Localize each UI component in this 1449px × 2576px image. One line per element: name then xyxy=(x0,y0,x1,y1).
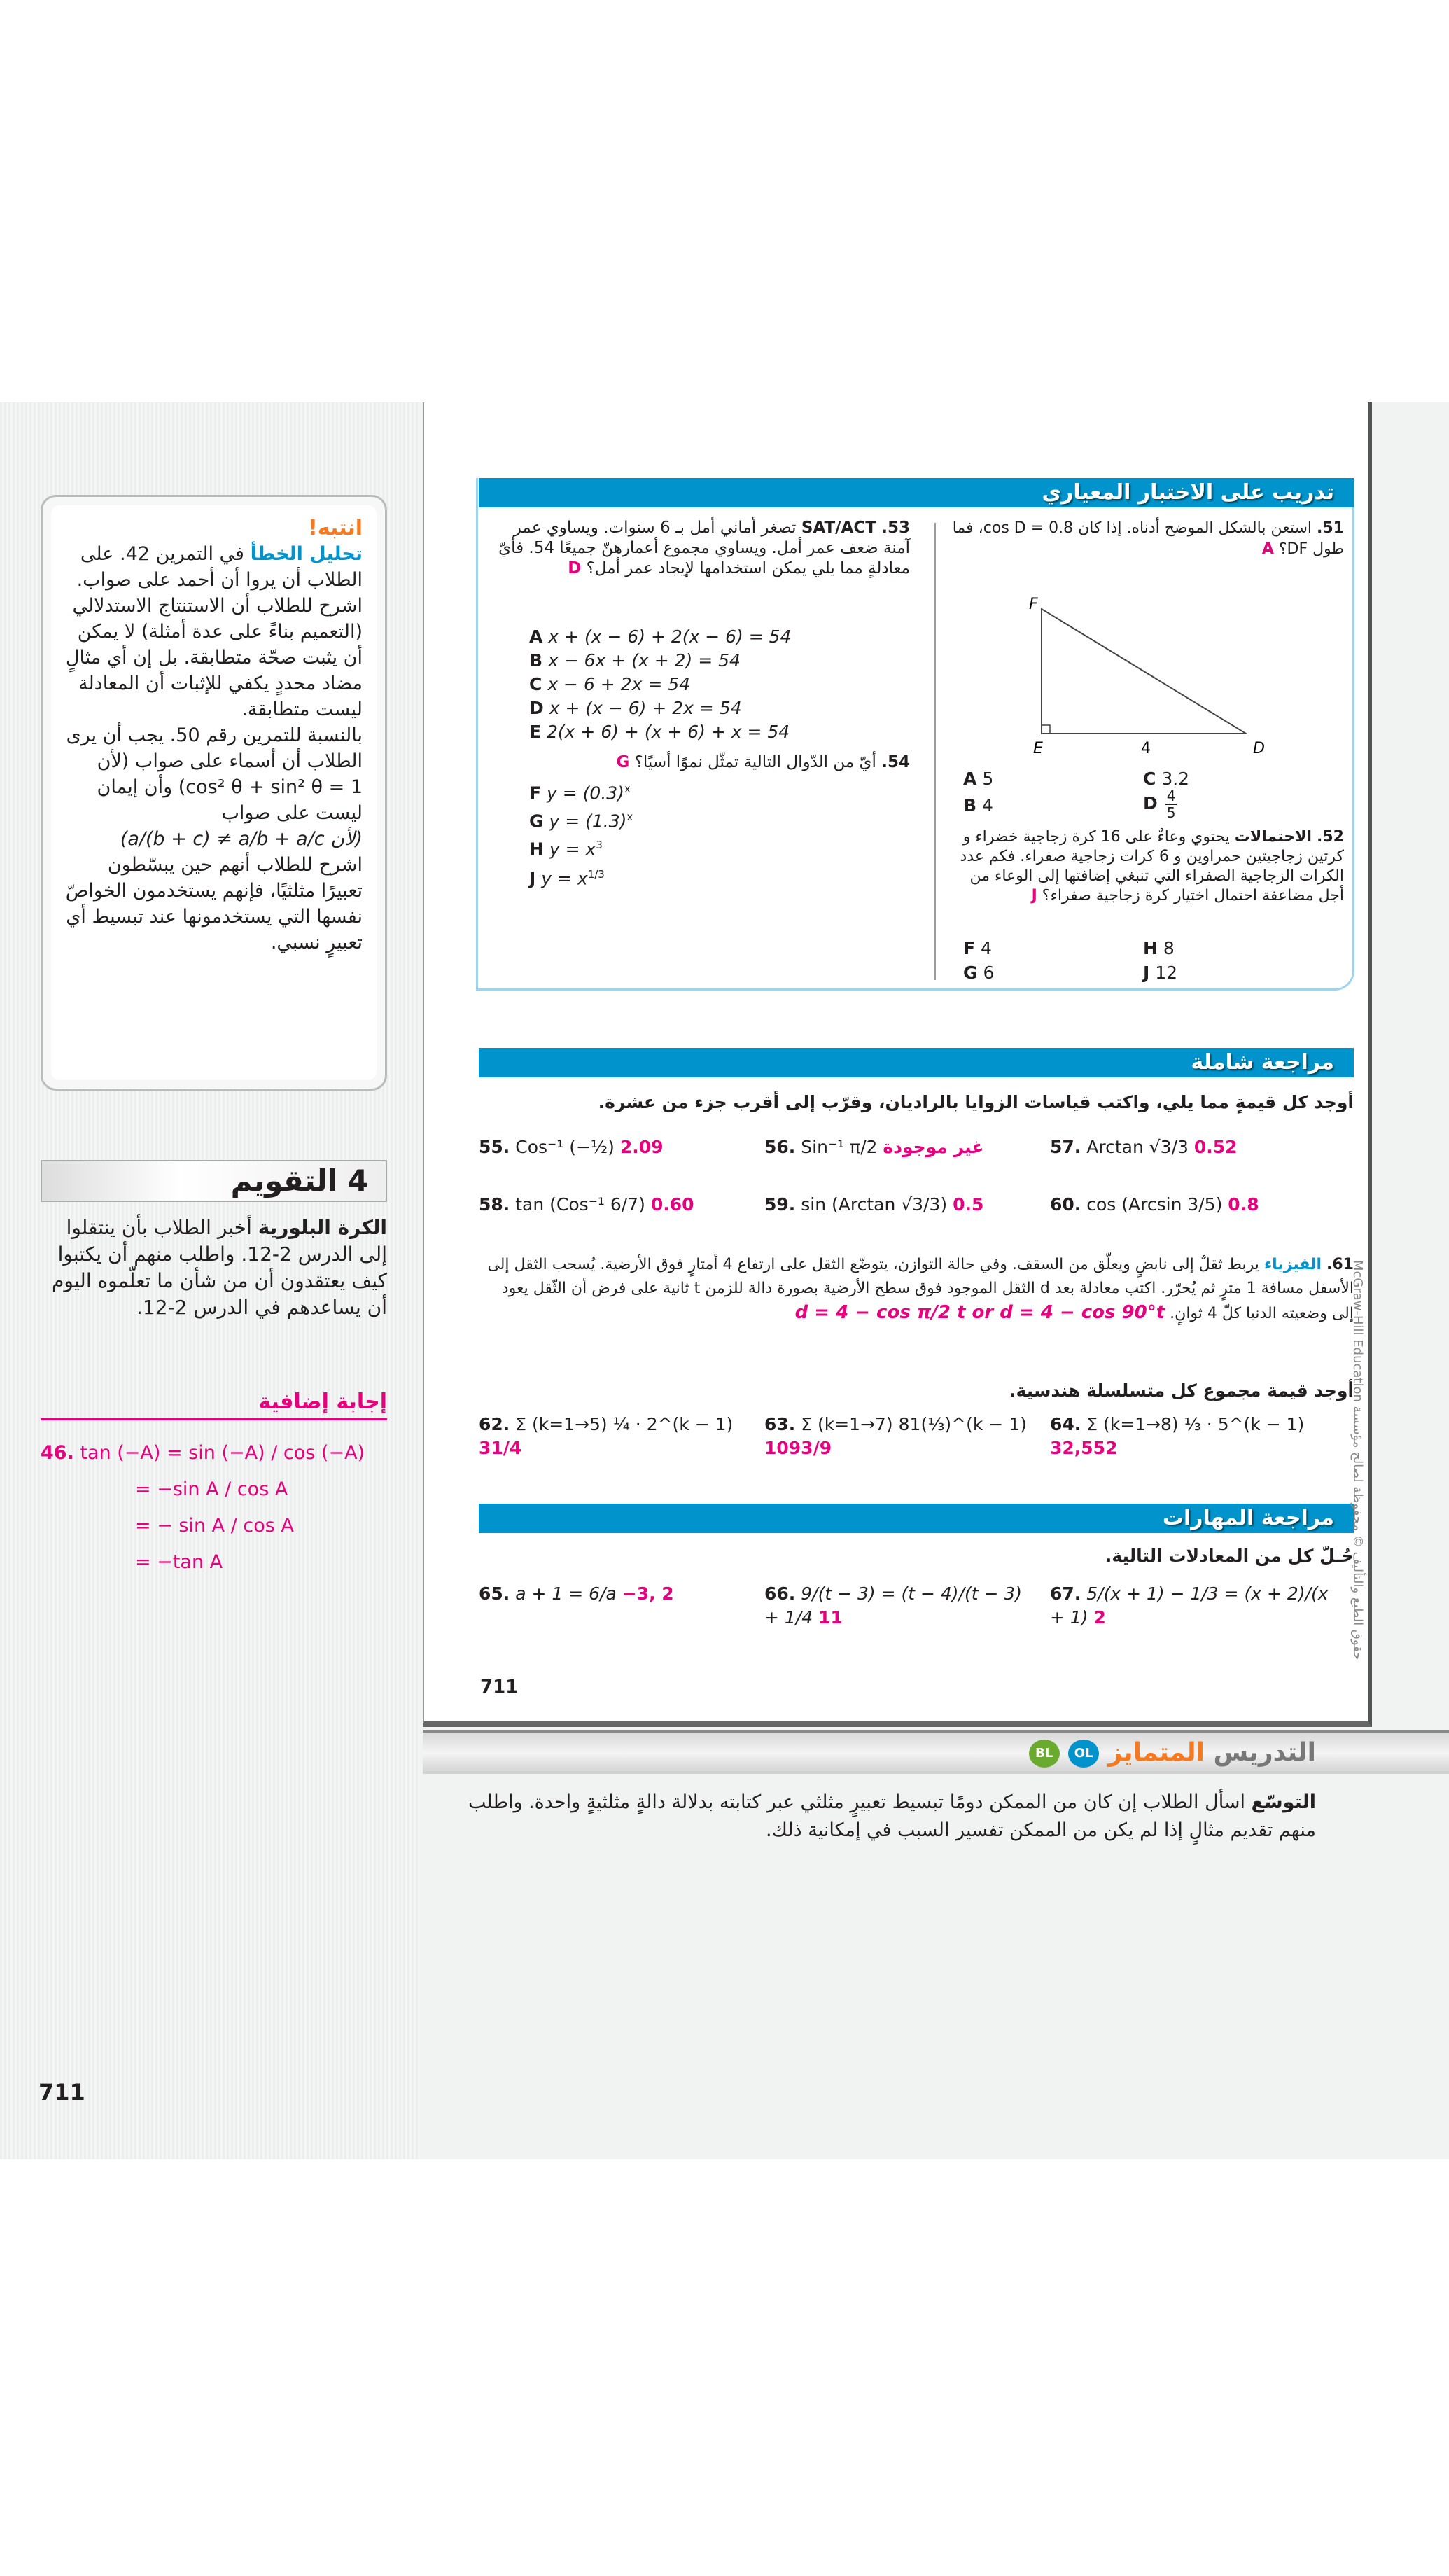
test-practice-box xyxy=(476,478,1354,990)
q54-option-h: H y = x3 xyxy=(529,839,603,860)
label-side: 4 xyxy=(1141,740,1151,757)
ol-badge: OL xyxy=(1068,1740,1100,1768)
assess-header: 4 التقويم xyxy=(41,1160,387,1202)
exercise-62: 62. Σ (k=1→5) ¼ · 2^(k − 1) 31/4 xyxy=(479,1414,734,1458)
exercise-55: 55. Cos⁻¹ (−½) 2.09 xyxy=(479,1137,664,1157)
q52-option-j: J 12 xyxy=(1143,962,1178,983)
exercise-60: 60. cos (Arcsin 3/5) 0.8 xyxy=(1050,1194,1259,1214)
q54-option-f: F y = (0.3)x xyxy=(529,783,631,804)
skills-instruction: حُـلّ كل من المعادلات التالية. xyxy=(1105,1546,1354,1566)
q51-option-a: A 5 xyxy=(963,769,994,789)
exercise-65: 65. a + 1 = 6/a −3, 2 xyxy=(479,1583,674,1604)
copyright-vertical: McGraw-Hill Education حقوق الطبع والتألي… xyxy=(1350,1260,1365,1660)
q52-option-g: G 6 xyxy=(963,962,995,983)
exercise-59: 59. sin (Arctan √3/3) 0.5 xyxy=(764,1194,984,1214)
label-E: E xyxy=(1033,740,1043,757)
q54: 54. أيّ من الدّوال التالية تمثّل نموًا أ… xyxy=(616,753,910,771)
formula: (لأن a/(b + c) ≠ a/b + a/c) xyxy=(120,828,363,850)
exercise-56: 56. Sin⁻¹ π/2 غير موجودة xyxy=(764,1137,984,1157)
q53: 53. SAT/ACT تصغر أماني أمل بـ 6 سنوات. و… xyxy=(498,519,910,578)
error-analysis-heading: تحليل الخطأ xyxy=(250,543,363,565)
q53-option-b: B x − 6x + (x + 2) = 54 xyxy=(529,650,741,671)
q54-option-g: G y = (1.3)x xyxy=(529,811,634,832)
exercise-61: 61. الفيزياء يربط ثقلٌ إلى نابضٍ ويعلّق … xyxy=(487,1256,1354,1323)
comprehensive-review-header: مراجعة شاملة xyxy=(479,1048,1354,1077)
q52-option-f: F 4 xyxy=(963,938,992,958)
answer: J xyxy=(1031,887,1037,904)
comprehensive-instruction: أوجد كل قيمةٍ مما يلي، واكتب قياسات الزو… xyxy=(598,1092,1354,1112)
answer: G xyxy=(616,753,630,771)
skills-review-header: مراجعة المهارات xyxy=(479,1504,1354,1533)
q53-option-c: C x − 6 + 2x = 54 xyxy=(529,674,691,694)
differentiated-title: التدريس المتمايز OL BL xyxy=(910,1736,1316,1770)
q52-option-h: H 8 xyxy=(1143,938,1175,958)
exercise-57: 57. Arctan √3/3 0.52 xyxy=(1050,1137,1238,1157)
answer-46: 46. tan (−A) = sin (−A) / cos (−A) = −si… xyxy=(41,1442,365,1573)
differentiated-strip xyxy=(423,1730,1449,1774)
q53-option-d: D x + (x − 6) + 2x = 54 xyxy=(529,698,742,718)
q54-option-j: J y = x1/3 xyxy=(529,868,605,889)
exercise-66: 66. 9/(t − 3) = (t − 4)/(t − 3) + 1/4 11 xyxy=(764,1583,1023,1628)
q53-option-e: E 2(x + 6) + (x + 6) + x = 54 xyxy=(529,722,790,742)
exercise-67: 67. 5/(x + 1) − 1/3 = (x + 2)/(x + 1) 2 xyxy=(1050,1583,1329,1628)
student-page-number: 711 xyxy=(480,1676,519,1698)
right-triangle-figure: F E 4 D xyxy=(1029,596,1265,757)
exercise-63: 63. Σ (k=1→7) 81(⅓)^(k − 1) 1093/9 xyxy=(764,1414,1027,1458)
column-divider xyxy=(934,523,936,980)
q51: 51. استعن بالشكل الموضح أدناه. إذا كان c… xyxy=(952,519,1344,558)
label-D: D xyxy=(1253,740,1265,757)
watch-out-callout: انتبه! تحليل الخطأ في التمرين 42. على ال… xyxy=(41,495,387,1091)
crystal-ball-text: الكرة البلورية أخبر الطلاب بأن ينتقلوا إ… xyxy=(52,1216,387,1319)
geometric-series-instruction: أوجد قيمة مجموع كل متسلسلة هندسية. xyxy=(1009,1380,1354,1401)
differentiated-text: التوسّع اسأل الطلاب إن كان من الممكن دوم… xyxy=(468,1791,1316,1841)
exercise-64: 64. Σ (k=1→8) ⅓ · 5^(k − 1) 32,552 xyxy=(1050,1414,1305,1458)
q52: 52. الاحتمالات يحتوي وعاءٌ على 16 كرة زج… xyxy=(960,828,1344,904)
watch-out-title: انتبه! xyxy=(308,516,363,540)
teacher-page-number: 711 xyxy=(38,2079,85,2106)
answer: D xyxy=(568,559,582,578)
test-practice-header: تدريب على الاختبار المعياري xyxy=(479,478,1354,507)
q53-option-a: A x + (x − 6) + 2(x − 6) = 54 xyxy=(529,626,792,647)
q51-option-c: C 3.2 xyxy=(1143,769,1190,789)
bl-badge: BL xyxy=(1028,1740,1060,1768)
exercise-58: 58. tan (Cos⁻¹ 6/7) 0.60 xyxy=(479,1194,694,1214)
triangle xyxy=(1041,608,1249,734)
additional-answer-heading: إجابة إضافية xyxy=(41,1390,387,1420)
q51-option-b: B 4 xyxy=(963,795,993,816)
answer: A xyxy=(1261,540,1274,558)
right-angle-mark xyxy=(1041,724,1051,734)
label-F: F xyxy=(1029,596,1038,613)
